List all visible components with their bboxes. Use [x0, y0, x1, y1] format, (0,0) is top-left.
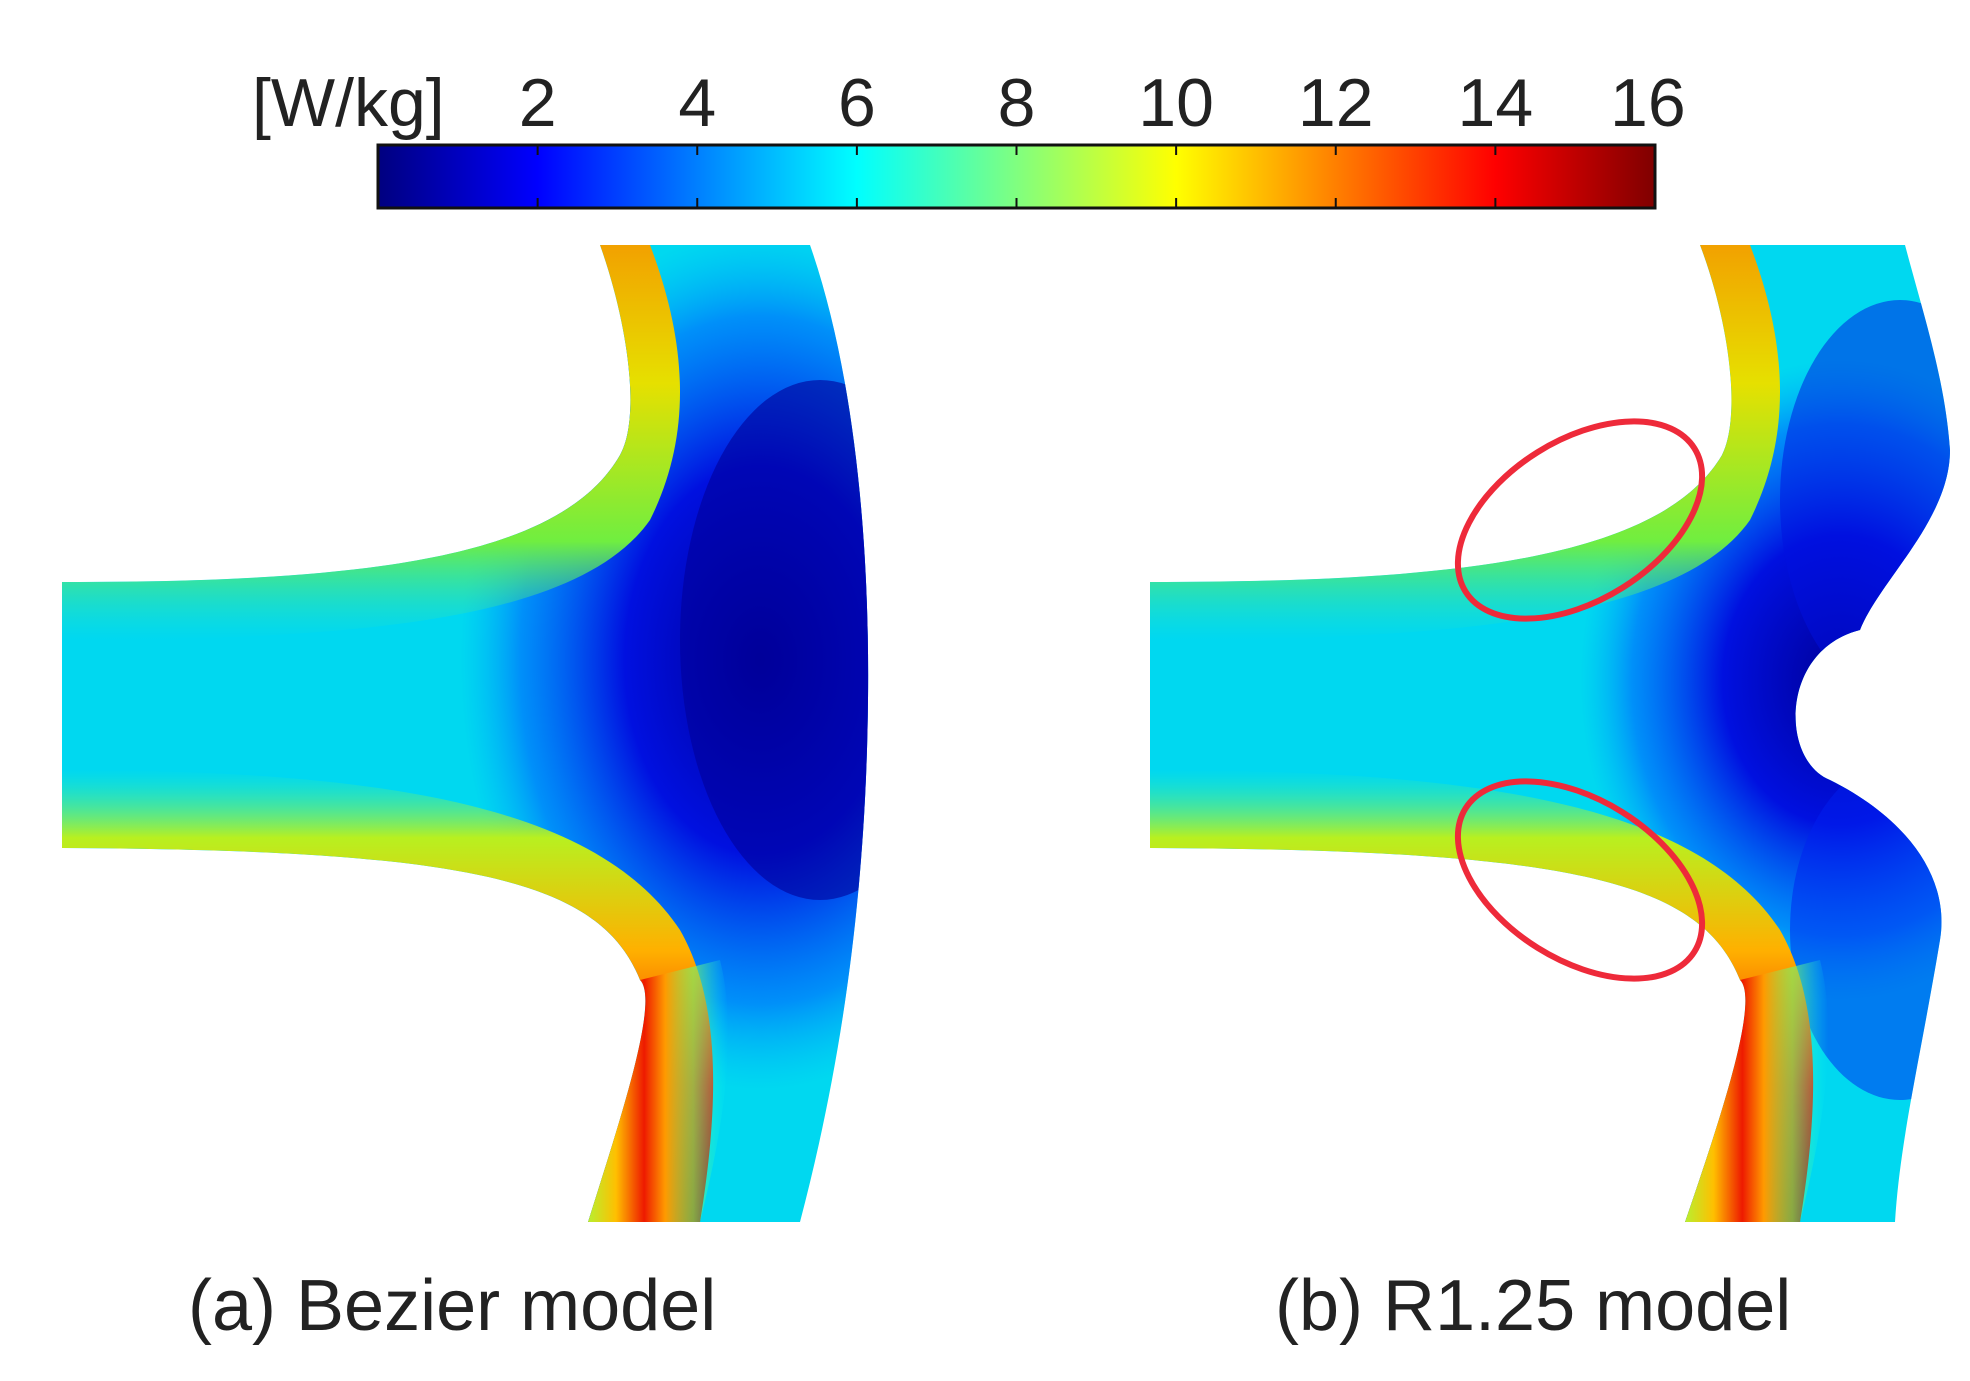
colorbar-unit-label: [W/kg]	[252, 65, 445, 141]
panel-b-r125-field	[1150, 245, 1950, 1222]
colorbar-tick-label: 14	[1458, 65, 1534, 141]
colorbar-tick-label: 2	[519, 65, 557, 141]
panel-a-bezier-field	[62, 245, 869, 1222]
colorbar-tick-label: 16	[1610, 65, 1686, 141]
colorbar-tick-label: 6	[838, 65, 876, 141]
highlight-ellipse-lower	[1454, 778, 1706, 982]
caption-panel-b: (b) R1.25 model	[1275, 1266, 1791, 1346]
caption-panel-a: (a) Bezier model	[188, 1266, 716, 1346]
colorbar-tick-label: 4	[678, 65, 716, 141]
colorbar-tick-label: 12	[1298, 65, 1374, 141]
colorbar-tick-label: 8	[998, 65, 1036, 141]
colorbar-tick-label: 10	[1138, 65, 1214, 141]
colorbar: [W/kg] 2 4 6 8 10 12 14 16	[252, 65, 1686, 210]
colorbar-ticks: 2 4 6 8 10 12 14 16	[519, 65, 1686, 208]
colorbar-gradient	[376, 143, 1657, 210]
highlight-ellipse-upper	[1454, 418, 1706, 622]
